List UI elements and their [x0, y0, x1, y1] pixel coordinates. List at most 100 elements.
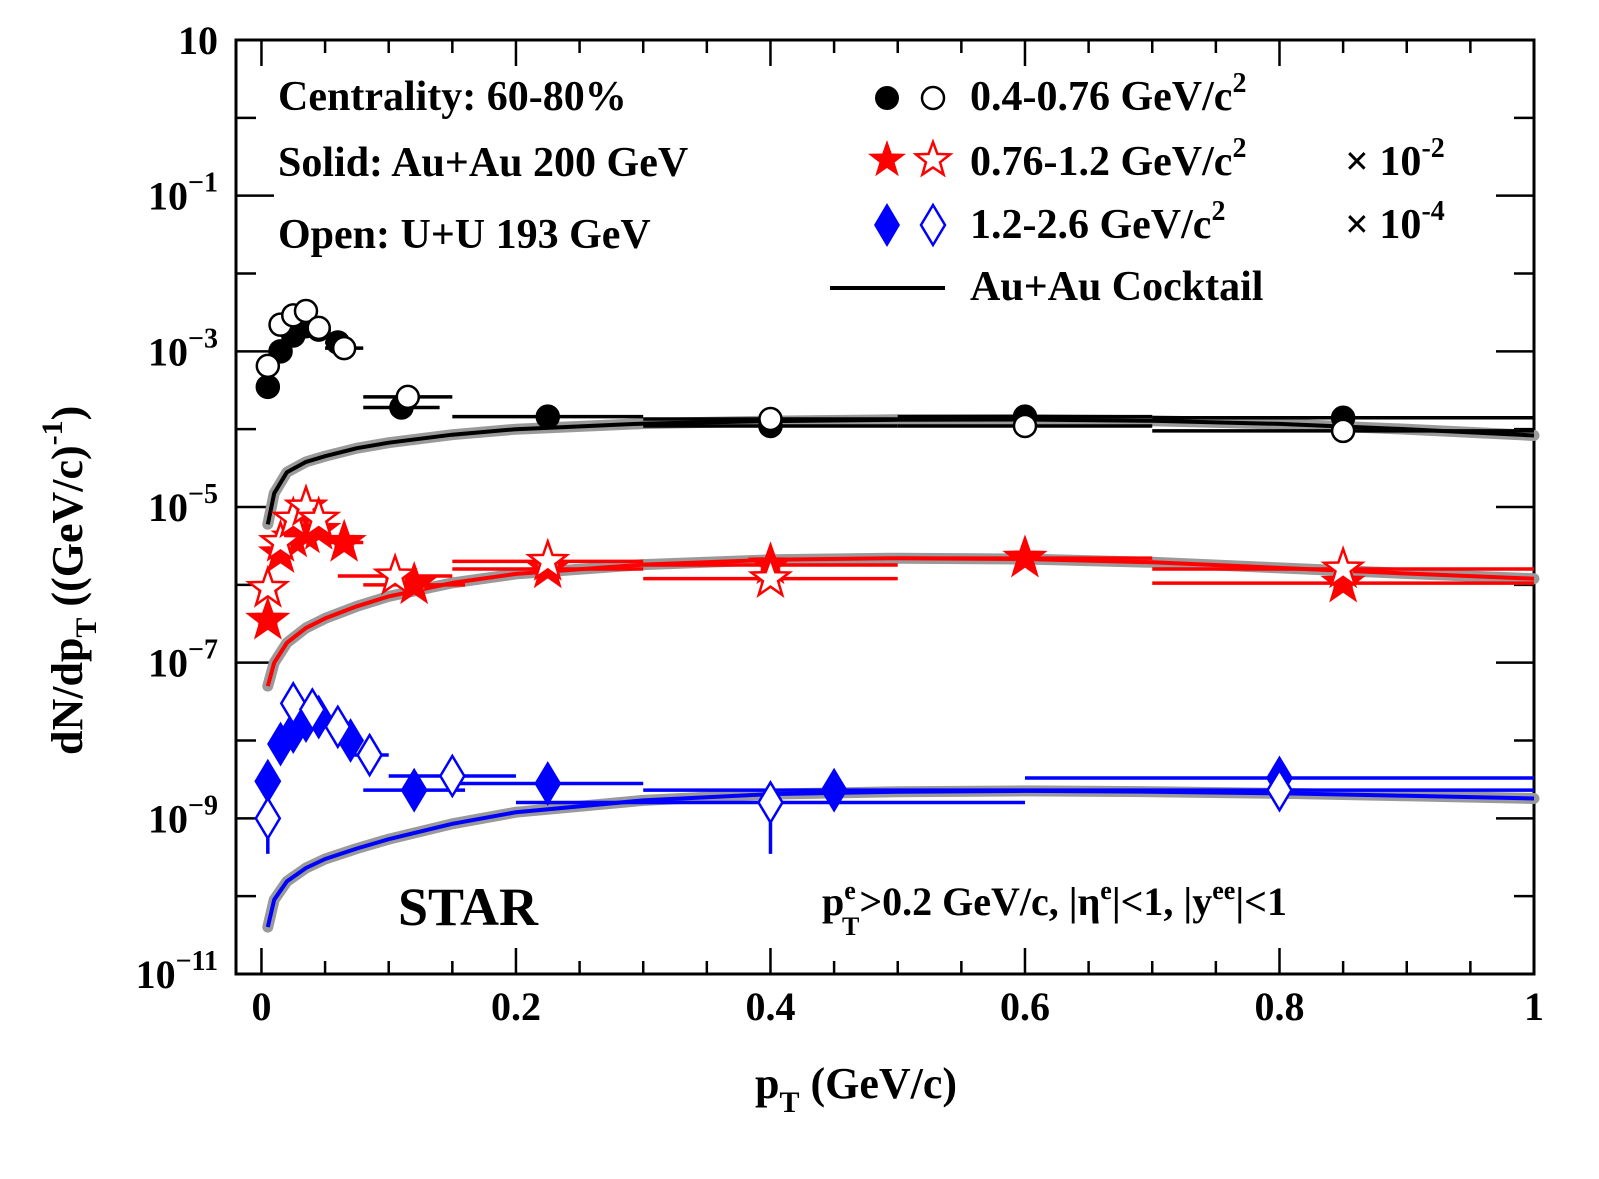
cocktail-mid-line — [265, 556, 1535, 687]
data-point — [515, 780, 1025, 854]
data-point — [643, 767, 1025, 813]
data-point — [643, 554, 898, 598]
marker-diamond — [298, 687, 326, 732]
marker-circle — [1012, 413, 1038, 439]
data-point — [1152, 545, 1534, 589]
data-point — [363, 384, 453, 410]
solid-label: Solid: Au+Au 200 GeV — [278, 140, 688, 186]
star-label: STAR — [398, 877, 539, 937]
marker-circle — [395, 384, 421, 410]
y-axis-title: dN/dpT ((GeV/c)-1) — [36, 406, 103, 755]
x-axis-ticks: 0 0.2 0.4 0.6 0.8 1 — [251, 40, 1544, 1029]
cocktail-high-line — [265, 788, 1535, 928]
marker-star — [747, 554, 794, 598]
legend-label-low: 0.4-0.76 GeV/c2 — [970, 68, 1246, 120]
data-points — [245, 298, 1534, 854]
data-point — [245, 596, 291, 640]
marker-circle — [1330, 418, 1356, 444]
marker-diamond — [356, 732, 384, 778]
marker-diamond — [254, 795, 282, 841]
legend-marker-mid-open — [912, 138, 954, 178]
marker-diamond — [820, 767, 848, 813]
data-point — [254, 794, 282, 854]
data-point — [257, 518, 304, 562]
legend-marker-low-open — [920, 85, 946, 111]
legend-marker-low-solid — [875, 86, 899, 110]
x-tick-label: 1 — [1524, 984, 1544, 1029]
y-tick-label: 10−5 — [148, 479, 218, 530]
data-point — [897, 413, 1153, 439]
y-tick-label: 10−7 — [148, 635, 218, 686]
marker-star — [1320, 559, 1366, 603]
marker-circle — [758, 406, 783, 432]
data-point — [306, 315, 331, 341]
data-point — [452, 537, 644, 581]
y-tick-label: 10−11 — [136, 946, 218, 997]
data-point — [296, 495, 342, 539]
marker-star — [1002, 534, 1048, 578]
x-tick-label: 0 — [251, 984, 271, 1029]
data-point — [324, 704, 352, 750]
data-point — [350, 732, 389, 778]
data-point — [388, 753, 516, 799]
y-tick-label: 10−3 — [148, 323, 218, 374]
marker-diamond — [400, 767, 428, 813]
marker-star — [245, 596, 291, 640]
data-point — [255, 374, 281, 400]
marker-circle — [293, 298, 319, 324]
data-point — [337, 552, 453, 596]
cocktail-curves — [262, 414, 1540, 933]
legend-scale-mid: × 10-2 — [1345, 133, 1445, 185]
x-tick-label: 0.8 — [1254, 984, 1304, 1029]
data-point — [1024, 767, 1534, 813]
centrality-label: Centrality: 60-80% — [278, 74, 627, 120]
marker-circle — [535, 404, 561, 429]
legend-entry-mid: 0.76-1.2 GeV/c2 × 10-2 — [868, 133, 1445, 185]
data-point — [279, 680, 307, 726]
plot-area: 0 0.2 0.4 0.6 0.8 1 10 10−1 10−3 10−5 10−7 10−9 10−… — [136, 18, 1544, 1029]
legend-marker-high-open — [919, 202, 947, 248]
data-point — [255, 353, 281, 379]
marker-star — [245, 564, 291, 608]
y-tick-label: 10−1 — [148, 168, 218, 219]
y-tick-label: 10 — [178, 18, 218, 63]
data-point — [897, 534, 1153, 578]
legend-scale-high: × 10-4 — [1345, 196, 1445, 248]
marker-diamond — [534, 761, 562, 806]
legend-marker-high-solid — [874, 203, 900, 247]
data-point — [245, 564, 291, 608]
marker-star — [1320, 545, 1366, 589]
legend: 0.4-0.76 GeV/c2 0.76-1.2 GeV/c2 × 10-2 1… — [830, 68, 1445, 310]
cocktail-low-line — [265, 417, 1535, 525]
x-tick-label: 0.6 — [1000, 984, 1050, 1029]
data-point — [643, 406, 898, 432]
legend-entry-low: 0.4-0.76 GeV/c2 — [875, 68, 1246, 120]
data-point — [1152, 418, 1534, 444]
legend-entry-high: 1.2-2.6 GeV/c2 × 10-4 — [874, 196, 1445, 248]
data-point — [293, 298, 319, 324]
data-point — [452, 404, 644, 430]
marker-diamond — [757, 780, 784, 825]
data-point — [325, 335, 364, 361]
legend-label-mid: 0.76-1.2 GeV/c2 — [970, 133, 1246, 185]
x-axis-title: pT (GeV/c) — [755, 1059, 957, 1119]
marker-circle — [255, 374, 281, 400]
marker-circle — [306, 315, 331, 341]
marker-star — [257, 518, 304, 562]
marker-diamond — [324, 704, 352, 750]
marker-diamond — [438, 753, 466, 799]
legend-marker-mid-solid — [868, 140, 906, 177]
open-label: Open: U+U 193 GeV — [278, 212, 651, 258]
legend-label-high: 1.2-2.6 GeV/c2 — [970, 196, 1225, 248]
data-point — [452, 761, 644, 806]
marker-diamond — [1266, 767, 1293, 813]
marker-star — [525, 537, 571, 581]
y-tick-label: 10−9 — [148, 790, 218, 841]
kinematic-cuts-label: pe T>0.2 GeV/c, |ηe|<1, |yee|<1 — [822, 876, 1287, 941]
data-point — [1152, 559, 1534, 603]
marker-circle — [255, 353, 281, 379]
marker-circle — [331, 335, 357, 361]
x-tick-label: 0.4 — [745, 984, 795, 1029]
marker-star — [296, 495, 342, 539]
